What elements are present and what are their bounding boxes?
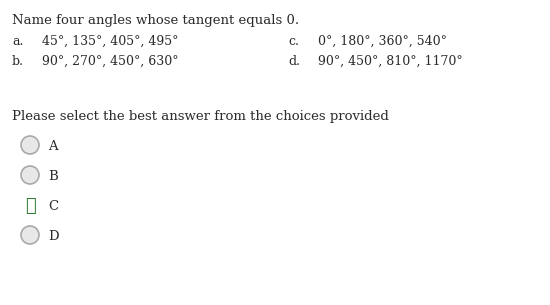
Text: b.: b. <box>12 55 24 68</box>
Text: D: D <box>48 229 59 242</box>
Text: C: C <box>48 199 58 213</box>
Text: Name four angles whose tangent equals 0.: Name four angles whose tangent equals 0. <box>12 14 299 27</box>
Text: ✔: ✔ <box>25 197 35 215</box>
Text: Please select the best answer from the choices provided: Please select the best answer from the c… <box>12 110 389 123</box>
Text: 45°, 135°, 405°, 495°: 45°, 135°, 405°, 495° <box>42 35 179 48</box>
Text: 90°, 270°, 450°, 630°: 90°, 270°, 450°, 630° <box>42 55 179 68</box>
Text: 90°, 450°, 810°, 1170°: 90°, 450°, 810°, 1170° <box>318 55 463 68</box>
Text: A: A <box>48 139 58 152</box>
Circle shape <box>21 136 39 154</box>
Circle shape <box>21 166 39 184</box>
Text: a.: a. <box>12 35 23 48</box>
Text: c.: c. <box>288 35 299 48</box>
Text: d.: d. <box>288 55 300 68</box>
Circle shape <box>21 226 39 244</box>
Text: 0°, 180°, 360°, 540°: 0°, 180°, 360°, 540° <box>318 35 447 48</box>
Text: B: B <box>48 170 58 182</box>
